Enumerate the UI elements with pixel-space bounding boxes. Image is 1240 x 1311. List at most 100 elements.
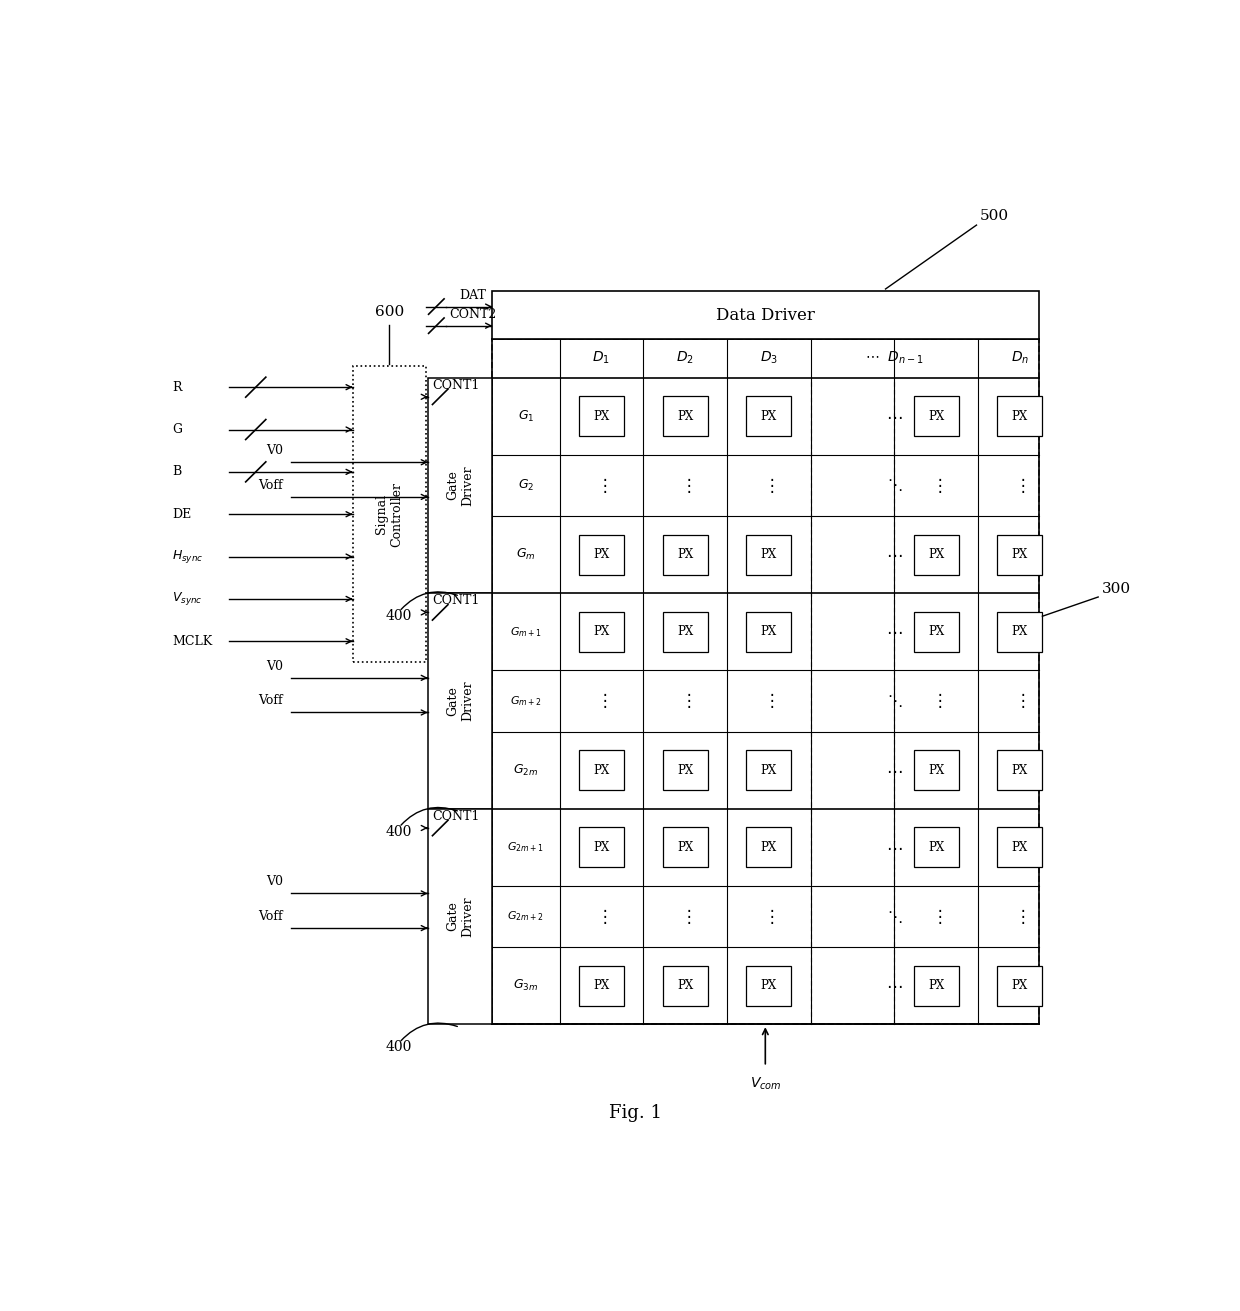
Bar (428, 809, 492, 1024)
Text: $\cdots$  $D_{n-1}$: $\cdots$ $D_{n-1}$ (866, 350, 924, 367)
Text: CONT1: CONT1 (432, 379, 480, 392)
Bar (428, 593, 492, 809)
Text: PX: PX (1012, 979, 1028, 992)
Text: $\cdots$: $\cdots$ (887, 547, 903, 564)
Bar (492, 291, 1039, 340)
Bar (579, 396, 624, 437)
Text: $\cdots$: $\cdots$ (887, 623, 903, 640)
Text: $\vdots$: $\vdots$ (764, 907, 774, 926)
Text: MCLK: MCLK (172, 635, 212, 648)
Text: PX: PX (1012, 625, 1028, 638)
Text: PX: PX (760, 548, 777, 561)
Bar (997, 827, 1043, 868)
Text: V0: V0 (265, 444, 283, 458)
Text: Voff: Voff (258, 910, 283, 923)
Bar (914, 535, 959, 574)
Text: Gate
Driver: Gate Driver (446, 465, 474, 506)
Text: Gate
Driver: Gate Driver (446, 680, 474, 721)
Text: $\cdots$: $\cdots$ (887, 977, 903, 994)
Bar (997, 535, 1043, 574)
Text: G: G (172, 423, 182, 437)
Text: PX: PX (593, 548, 610, 561)
Bar (662, 612, 708, 652)
Bar (746, 535, 791, 574)
Text: CONT2: CONT2 (449, 308, 496, 321)
Text: PX: PX (760, 979, 777, 992)
Text: $\cdots$: $\cdots$ (887, 839, 903, 856)
Text: 500: 500 (980, 208, 1009, 223)
Text: $\vdots$: $\vdots$ (1014, 476, 1025, 494)
Text: $G_{m+2}$: $G_{m+2}$ (510, 694, 542, 708)
Text: Data Driver: Data Driver (715, 307, 815, 324)
Text: Gate
Driver: Gate Driver (446, 897, 474, 937)
Bar (579, 827, 624, 868)
Text: CONT1: CONT1 (432, 810, 480, 823)
Text: 400: 400 (386, 825, 412, 839)
Text: $V_{sync}$: $V_{sync}$ (172, 590, 202, 607)
Bar (428, 378, 492, 593)
Text: PX: PX (760, 625, 777, 638)
Text: 400: 400 (386, 610, 412, 623)
Text: PX: PX (677, 840, 693, 853)
Bar (579, 750, 624, 791)
Text: $\vdots$: $\vdots$ (931, 691, 941, 711)
Text: Voff: Voff (258, 479, 283, 492)
Text: $D_n$: $D_n$ (1011, 350, 1029, 367)
Text: $\vdots$: $\vdots$ (680, 691, 691, 711)
Bar (914, 612, 959, 652)
Text: $\vdots$: $\vdots$ (764, 691, 774, 711)
Text: PX: PX (593, 840, 610, 853)
Bar (914, 396, 959, 437)
Bar (579, 535, 624, 574)
Text: Signal
Controller: Signal Controller (376, 481, 403, 547)
Text: $H_{sync}$: $H_{sync}$ (172, 548, 203, 565)
Text: Voff: Voff (258, 695, 283, 708)
Text: 600: 600 (374, 305, 404, 319)
Text: PX: PX (593, 625, 610, 638)
Text: $\vdots$: $\vdots$ (680, 907, 691, 926)
Text: DE: DE (172, 507, 191, 520)
Text: CONT1: CONT1 (432, 594, 480, 607)
Text: $G_2$: $G_2$ (517, 477, 534, 493)
Text: 300: 300 (1101, 582, 1131, 597)
Text: PX: PX (1012, 548, 1028, 561)
Text: 400: 400 (386, 1041, 412, 1054)
Text: $D_2$: $D_2$ (676, 350, 694, 367)
Bar (579, 966, 624, 1006)
Text: PX: PX (928, 979, 945, 992)
Text: PX: PX (1012, 840, 1028, 853)
Text: PX: PX (928, 409, 945, 422)
Text: $G_{3m}$: $G_{3m}$ (513, 978, 538, 994)
Text: $\ddots$: $\ddots$ (887, 477, 901, 493)
Text: Fig. 1: Fig. 1 (609, 1104, 662, 1122)
Text: $G_{m+1}$: $G_{m+1}$ (510, 625, 542, 638)
Text: $\cdots$: $\cdots$ (887, 408, 903, 425)
Bar (997, 750, 1043, 791)
Text: $\vdots$: $\vdots$ (596, 476, 606, 494)
Bar (914, 827, 959, 868)
Bar (579, 612, 624, 652)
Bar (746, 612, 791, 652)
Text: $G_{2m}$: $G_{2m}$ (513, 763, 538, 777)
Text: $G_{2m+1}$: $G_{2m+1}$ (507, 840, 544, 855)
Text: PX: PX (677, 625, 693, 638)
Text: V0: V0 (265, 876, 283, 889)
Text: PX: PX (677, 764, 693, 776)
Text: PX: PX (677, 548, 693, 561)
Text: $D_3$: $D_3$ (760, 350, 777, 367)
Bar (997, 612, 1043, 652)
Text: V0: V0 (265, 659, 283, 673)
Text: $\ddots$: $\ddots$ (887, 694, 901, 709)
Text: $G_{2m+2}$: $G_{2m+2}$ (507, 910, 544, 923)
Text: PX: PX (928, 548, 945, 561)
Bar (662, 750, 708, 791)
Text: DAT: DAT (459, 290, 486, 303)
Text: PX: PX (760, 764, 777, 776)
Bar (662, 827, 708, 868)
Text: $\ddots$: $\ddots$ (887, 909, 901, 924)
Text: $G_m$: $G_m$ (516, 547, 536, 562)
Text: PX: PX (1012, 409, 1028, 422)
Text: PX: PX (677, 979, 693, 992)
Text: PX: PX (593, 409, 610, 422)
Bar (492, 340, 1039, 1024)
